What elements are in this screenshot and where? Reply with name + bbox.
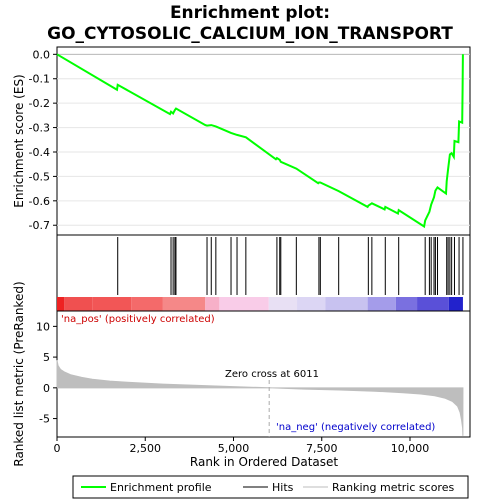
rank-bar-segment <box>219 297 269 311</box>
metric-y-tick-label: 5 <box>43 351 50 364</box>
x-tick-label: 10,000 <box>391 442 430 455</box>
es-y-tick-label: -0.3 <box>29 122 50 135</box>
rank-bar-segment <box>131 297 163 311</box>
metric-y-tick-label: 0 <box>43 382 50 395</box>
legend-enrichment-label: Enrichment profile <box>110 481 212 494</box>
rank-bar-segment <box>367 297 396 311</box>
rank-bar-segment <box>395 297 418 311</box>
legend: Enrichment profile Hits Ranking metric s… <box>72 475 469 499</box>
es-y-tick-label: -0.2 <box>29 97 50 110</box>
chart-subtitle: GO_CYTOSOLIC_CALCIUM_ION_TRANSPORT <box>47 24 453 44</box>
rank-bar-segment <box>64 297 93 311</box>
chart-title: Enrichment plot: <box>170 3 330 23</box>
legend-hits-label: Hits <box>272 481 294 494</box>
x-tick-label: 0 <box>54 442 61 455</box>
hit-marks <box>117 237 464 295</box>
x-ticks: 0 2,500 5,000 7,500 10,000 <box>54 437 430 455</box>
es-grid <box>57 53 470 226</box>
metric-y-ticks: 10 5 0 -5 <box>36 320 57 426</box>
es-y-tick-label: 0.0 <box>33 48 51 61</box>
es-y-tick-label: -0.1 <box>29 73 50 86</box>
neg-label: 'na_neg' (negatively correlated) <box>276 422 435 433</box>
legend-metric-label: Ranking metric scores <box>332 481 454 494</box>
metric-y-axis-label: Ranked list metric (PreRanked) <box>12 281 26 466</box>
es-y-ticks: 0.0 -0.1 -0.2 -0.3 -0.4 -0.5 -0.6 -0.7 <box>29 48 57 232</box>
rank-bar-segment <box>205 297 220 311</box>
enrichment-profile-line <box>56 53 464 229</box>
rank-bar-segment <box>162 297 206 311</box>
rank-bar-segment <box>57 297 65 311</box>
metric-y-tick-label: -5 <box>39 413 50 426</box>
x-tick-label: 7,500 <box>306 442 338 455</box>
ranking-metric-area <box>56 360 464 436</box>
x-tick-label: 2,500 <box>129 442 161 455</box>
es-y-axis-label: Enrichment score (ES) <box>12 74 26 207</box>
es-y-tick-label: -0.5 <box>29 170 50 183</box>
x-tick-label: 5,000 <box>218 442 250 455</box>
rank-bar-segment <box>325 297 368 311</box>
rank-bar-segment <box>417 297 449 311</box>
es-y-tick-label: -0.7 <box>29 219 50 232</box>
pos-label: 'na_pos' (positively correlated) <box>61 314 215 325</box>
rank-bar-segment <box>448 297 463 311</box>
rank-color-bar <box>57 297 463 311</box>
es-y-tick-label: -0.6 <box>29 195 50 208</box>
rank-bar-segment <box>268 297 298 311</box>
es-panel-frame <box>56 46 471 236</box>
rank-bar-segment <box>92 297 132 311</box>
rank-bar-segment <box>297 297 326 311</box>
es-y-tick-label: -0.4 <box>29 146 50 159</box>
metric-y-tick-label: 10 <box>36 320 50 333</box>
x-axis-label: Rank in Ordered Dataset <box>190 455 338 469</box>
zero-cross-label: Zero cross at 6011 <box>225 369 319 380</box>
legend-box <box>72 475 469 499</box>
